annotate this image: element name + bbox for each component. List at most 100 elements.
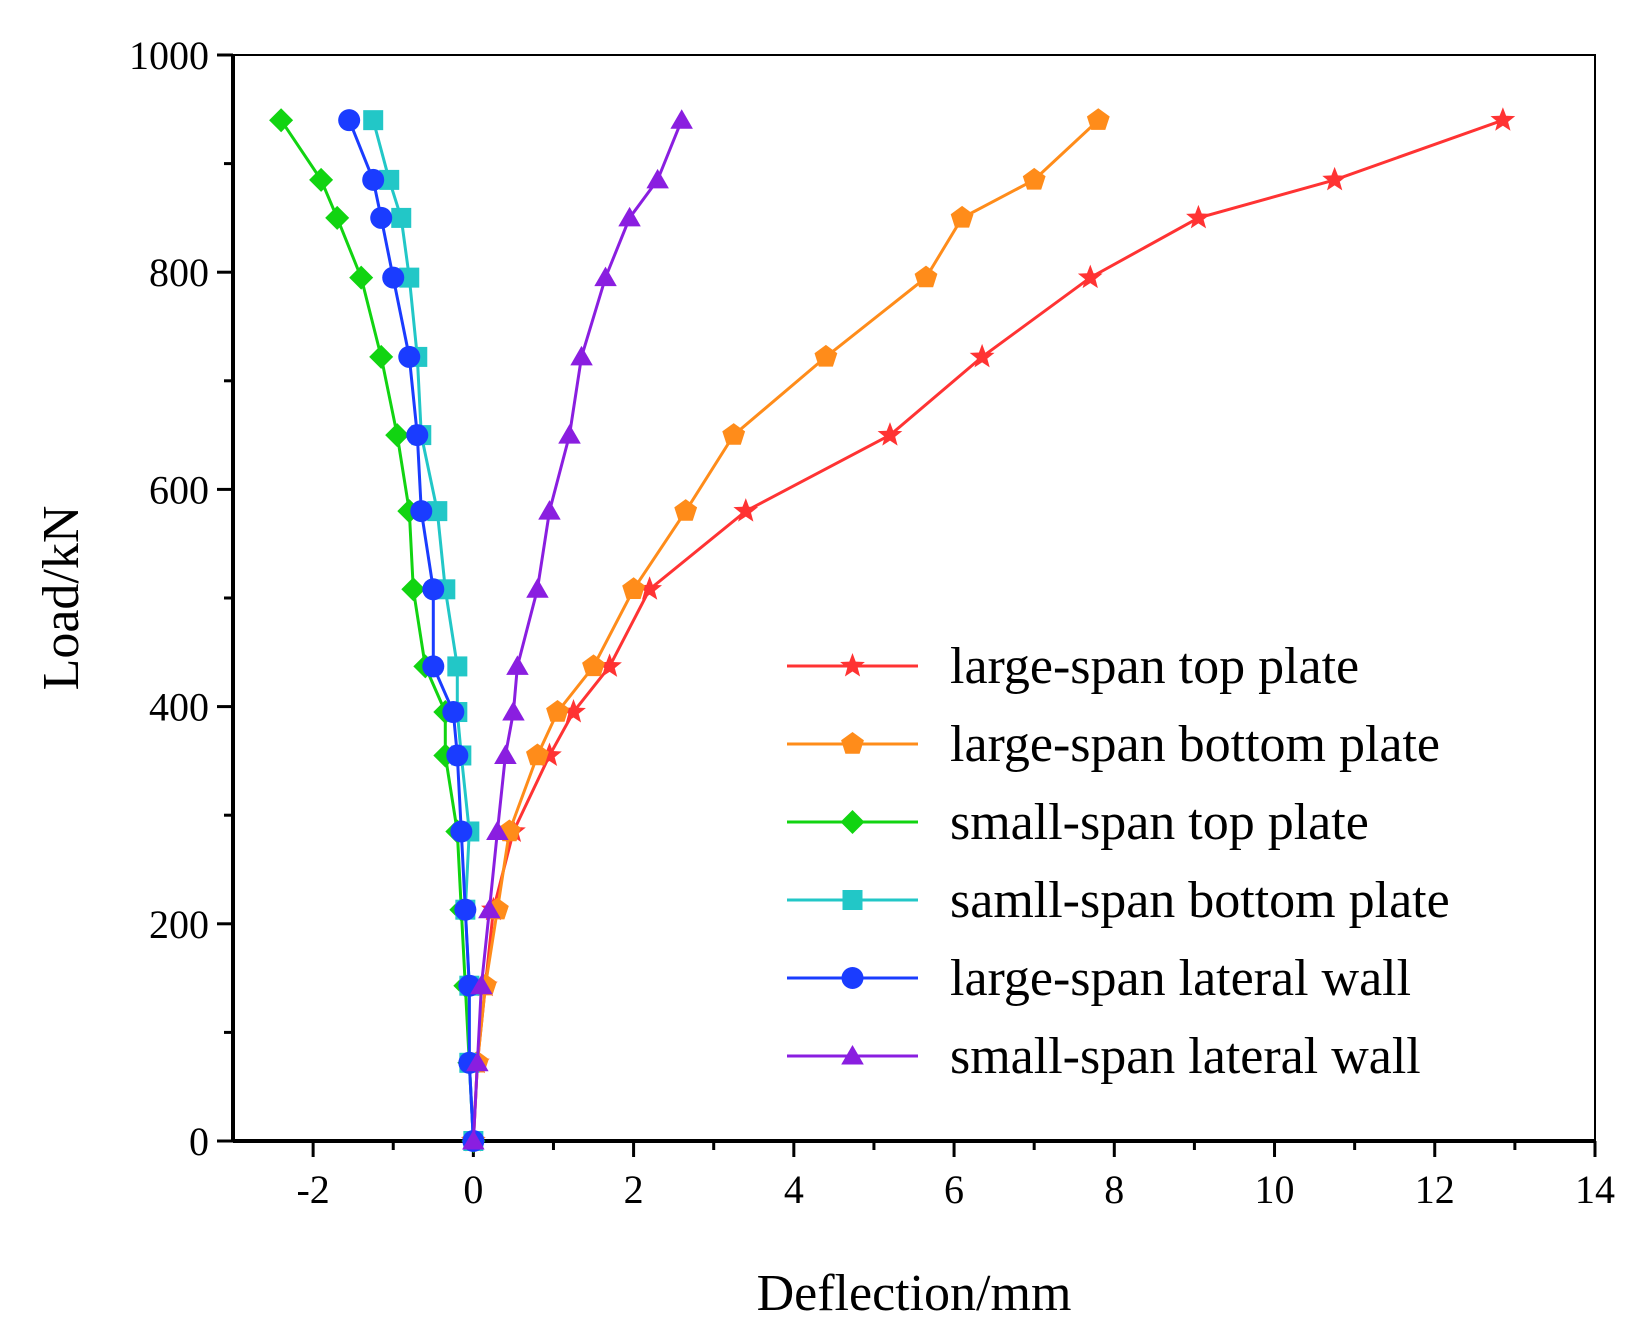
data-point <box>338 109 361 132</box>
legend-swatch-marker <box>842 890 863 910</box>
x-tick-label: 12 <box>1415 1167 1455 1212</box>
data-point <box>422 655 445 678</box>
y-tick-label: 600 <box>149 467 209 512</box>
legend-swatch-marker <box>841 967 864 989</box>
series-triangle <box>462 109 693 1150</box>
legend-item: small-span top plate <box>787 794 1369 851</box>
data-point <box>1322 166 1347 191</box>
data-point <box>674 499 698 521</box>
y-tick-label: 200 <box>149 902 209 947</box>
x-tick-label: 14 <box>1575 1167 1615 1212</box>
data-point <box>385 423 410 448</box>
data-point <box>526 578 549 598</box>
data-point <box>646 168 669 189</box>
legend-item: large-span top plate <box>787 638 1359 695</box>
data-point <box>462 1130 485 1150</box>
data-point <box>537 742 562 766</box>
series-line <box>471 118 1504 1142</box>
data-point <box>379 169 400 190</box>
series-line <box>471 119 684 1142</box>
data-point <box>637 576 662 600</box>
series-line <box>471 119 1100 1142</box>
data-point <box>558 424 581 444</box>
data-point <box>470 974 493 995</box>
x-tick-label: 8 <box>1104 1167 1124 1212</box>
tick-labels: -2 0 2 4 6 8 10 12 14 0 200 400 600 800 1000 <box>129 33 1615 1212</box>
legend-label: small-span lateral wall <box>950 1028 1421 1085</box>
data-point <box>722 423 746 445</box>
data-point <box>582 654 605 677</box>
data-point <box>618 206 641 227</box>
x-tick-label: 6 <box>944 1167 964 1212</box>
data-point <box>454 898 477 921</box>
data-point <box>877 422 903 446</box>
data-point <box>450 820 473 843</box>
data-point <box>410 500 433 523</box>
data-point <box>526 743 549 766</box>
data-point <box>502 701 525 721</box>
y-tick-label: 400 <box>149 685 209 730</box>
data-point <box>733 498 759 522</box>
legend-label: samll-span bottom plate <box>950 872 1450 929</box>
data-point <box>363 110 384 131</box>
data-point <box>427 501 448 522</box>
y-tick-label: 0 <box>189 1119 209 1164</box>
legend-item: large-span bottom plate <box>787 716 1440 773</box>
data-point <box>478 898 501 919</box>
data-point <box>950 205 974 228</box>
data-point <box>538 500 561 520</box>
data-point <box>447 656 468 677</box>
data-point <box>1077 264 1103 289</box>
legend-label: large-span bottom plate <box>950 716 1440 773</box>
data-point <box>594 266 617 287</box>
legend-item: large-span lateral wall <box>787 950 1411 1007</box>
y-tick-label: 800 <box>149 250 209 295</box>
legend-item: small-span lateral wall <box>787 1028 1421 1085</box>
data-point <box>506 655 529 675</box>
data-point <box>1022 167 1046 190</box>
x-tick-label: 4 <box>784 1167 804 1212</box>
data-point <box>422 578 445 601</box>
data-point <box>622 577 645 599</box>
data-point <box>546 700 569 722</box>
data-point <box>391 207 412 228</box>
data-point <box>561 699 586 723</box>
data-point <box>1490 107 1516 131</box>
tick-marks <box>217 53 1597 1157</box>
legend-swatch-marker <box>840 810 865 834</box>
data-point <box>406 424 429 447</box>
data-point <box>814 344 838 367</box>
data-point <box>370 206 393 229</box>
data-point <box>399 267 420 288</box>
data-point <box>369 344 394 369</box>
data-point <box>349 265 374 290</box>
data-point <box>670 109 693 129</box>
x-tick-label: 0 <box>463 1167 483 1212</box>
legend: large-span top plate large-span bottom pl… <box>787 638 1450 1085</box>
x-tick-label: 2 <box>624 1167 644 1212</box>
data-point <box>325 205 350 230</box>
data-point <box>442 701 465 724</box>
x-tick-label: 10 <box>1255 1167 1295 1212</box>
data-point <box>401 577 426 602</box>
data-point <box>382 266 405 289</box>
series-line <box>347 119 475 1142</box>
data-series <box>269 107 1516 1153</box>
legend-swatch-marker <box>841 732 864 754</box>
y-axis-title: Load/kN <box>33 506 90 691</box>
x-axis-title: Deflection/mm <box>757 1265 1072 1322</box>
data-point <box>398 345 421 368</box>
legend-label: large-span lateral wall <box>950 950 1411 1007</box>
legend-label: small-span top plate <box>950 794 1369 851</box>
data-point <box>1186 204 1211 229</box>
legend-label: large-span top plate <box>950 638 1359 695</box>
y-tick-label: 1000 <box>129 33 209 78</box>
data-point <box>446 744 469 767</box>
series-line <box>279 119 475 1142</box>
legend-swatch-marker <box>841 1045 864 1065</box>
data-point <box>486 820 509 840</box>
legend-item: samll-span bottom plate <box>787 872 1450 929</box>
data-point <box>309 167 334 192</box>
